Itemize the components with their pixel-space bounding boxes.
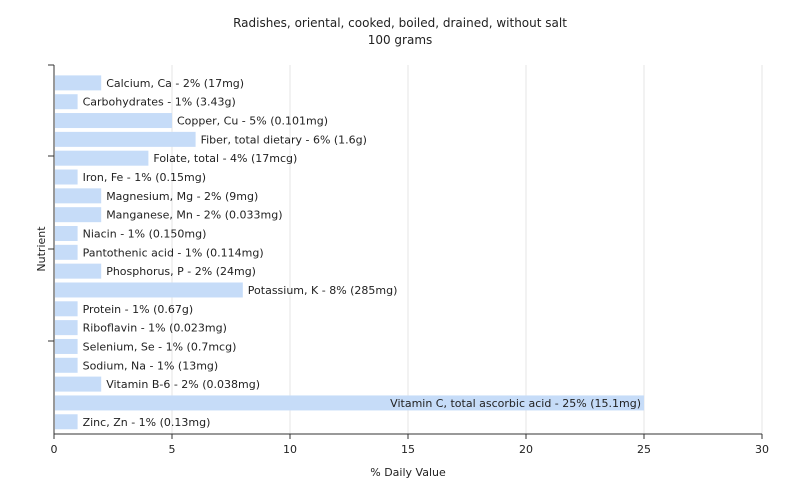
- x-tick-label: 10: [283, 443, 297, 456]
- x-tick-label: 5: [169, 443, 176, 456]
- bar: [55, 414, 78, 430]
- bar-label: Iron, Fe - 1% (0.15mg): [83, 171, 206, 184]
- x-tick-label: 15: [401, 443, 415, 456]
- bar-label: Phosphorus, P - 2% (24mg): [106, 265, 256, 278]
- bar-label: Carbohydrates - 1% (3.43g): [83, 96, 236, 109]
- bar-label: Vitamin B-6 - 2% (0.038mg): [106, 378, 260, 391]
- bar: [55, 376, 102, 392]
- bar-label: Zinc, Zn - 1% (0.13mg): [83, 416, 211, 429]
- x-tick-label: 30: [755, 443, 769, 456]
- bar: [55, 207, 102, 223]
- bar: [55, 338, 78, 354]
- bar: [55, 244, 78, 260]
- bar-label: Selenium, Se - 1% (0.7mcg): [83, 340, 237, 353]
- bar: [55, 263, 102, 279]
- bar: [55, 357, 78, 373]
- bar-label: Manganese, Mn - 2% (0.033mg): [106, 209, 282, 222]
- bar: [55, 225, 78, 241]
- bar-label: Niacin - 1% (0.150mg): [83, 227, 207, 240]
- bar-label: Riboflavin - 1% (0.023mg): [83, 322, 227, 335]
- bar: [55, 301, 78, 317]
- x-tick-label: 20: [519, 443, 533, 456]
- bar-label: Copper, Cu - 5% (0.101mg): [177, 115, 328, 128]
- bar-label: Potassium, K - 8% (285mg): [248, 284, 398, 297]
- bar-label: Calcium, Ca - 2% (17mg): [106, 77, 244, 90]
- bar: [55, 169, 78, 185]
- x-tick-label: 25: [637, 443, 651, 456]
- x-axis-label: % Daily Value: [370, 466, 446, 479]
- bar: [55, 320, 78, 336]
- bar-label: Magnesium, Mg - 2% (9mg): [106, 190, 258, 203]
- bar-label: Pantothenic acid - 1% (0.114mg): [83, 246, 264, 259]
- bars: Calcium, Ca - 2% (17mg) Carbohydrates - 1…: [55, 75, 644, 430]
- bar-label: Sodium, Na - 1% (13mg): [83, 359, 219, 372]
- grid-lines: [171, 65, 763, 434]
- chart-title: Radishes, oriental, cooked, boiled, drai…: [233, 16, 567, 30]
- bar-label: Protein - 1% (0.67g): [83, 303, 194, 316]
- bar: [55, 131, 196, 147]
- bar-label: Folate, total - 4% (17mcg): [153, 152, 297, 165]
- chart-subtitle: 100 grams: [367, 33, 433, 47]
- bar-label: Vitamin C, total ascorbic acid - 25% (15…: [390, 397, 641, 410]
- bar: [55, 94, 78, 110]
- bar: [55, 395, 644, 411]
- x-tick-label: 0: [51, 443, 58, 456]
- bar-label: Fiber, total dietary - 6% (1.6g): [201, 133, 367, 146]
- bar: [55, 282, 243, 298]
- y-axis-label: Nutrient: [35, 226, 48, 272]
- bar: [55, 188, 102, 204]
- bar: [55, 150, 149, 166]
- bar: [55, 113, 172, 129]
- axes: 0 5 10 15 20 25 30: [48, 64, 769, 456]
- bar: [55, 75, 102, 91]
